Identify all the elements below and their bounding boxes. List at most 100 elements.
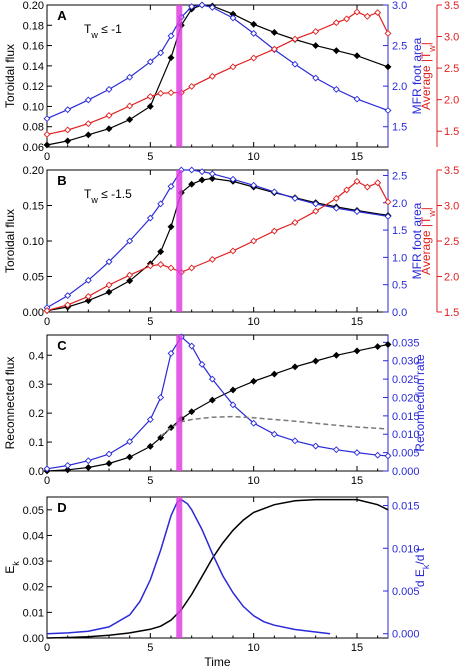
threshold-annotation-part: w	[90, 195, 98, 205]
data-point-red	[270, 227, 278, 235]
y-tick-label: 0.03	[23, 556, 44, 568]
data-point-red	[229, 63, 237, 71]
y-right-tick-label: 0.0	[392, 307, 407, 319]
y-right-tick-label: 0.010	[392, 543, 420, 555]
data-point-black	[250, 377, 258, 385]
panel-label: A	[57, 8, 67, 23]
data-point-red	[157, 260, 165, 268]
data-point-red	[374, 179, 382, 187]
data-point-red	[332, 194, 340, 202]
y-right-tick-label: 2.5	[392, 41, 407, 53]
x-tick-label: 10	[248, 151, 260, 163]
y-right-tick-label: 0.015	[392, 411, 420, 423]
y-tick-label: 0.02	[23, 582, 44, 594]
data-point-red	[374, 9, 382, 17]
data-point-red	[332, 19, 340, 27]
data-point-blue	[353, 449, 361, 457]
data-point-red	[188, 264, 196, 272]
data-point-blue	[312, 442, 320, 450]
y-right2-axis-label-part: Average |T	[419, 216, 433, 275]
data-point-black	[270, 28, 278, 36]
data-point-blue	[229, 175, 237, 183]
data-point-red	[312, 207, 320, 215]
data-point-red	[167, 89, 175, 97]
y-tick-label: 0.05	[23, 272, 44, 284]
threshold-annotation-part: w	[90, 30, 98, 40]
data-point-blue	[126, 237, 134, 245]
data-point-red	[250, 237, 258, 245]
data-point-blue	[198, 168, 206, 176]
data-point-red	[363, 183, 371, 191]
y-right2-tick-label: 2.5	[444, 63, 459, 75]
data-point-black	[353, 52, 361, 60]
data-point-black	[64, 466, 72, 474]
data-point-blue	[208, 375, 216, 383]
y-right2-tick-label: 2.0	[444, 272, 459, 284]
y-tick-label: 0.05	[23, 505, 44, 517]
y-tick-label: 0.4	[29, 350, 44, 362]
series-line-blue	[46, 498, 331, 635]
data-point-red	[146, 93, 154, 100]
data-point-black	[105, 288, 113, 296]
y-right-tick-label: 0.015	[392, 501, 420, 513]
data-point-red	[105, 281, 113, 289]
data-point-blue	[208, 170, 216, 178]
y-tick-label: 0.12	[23, 81, 44, 93]
data-point-blue	[188, 166, 196, 174]
y-tick-label: 0.1	[29, 437, 44, 449]
data-point-red	[353, 177, 361, 185]
panel-label: D	[57, 500, 66, 515]
series-line-black	[46, 177, 389, 312]
time-marker-band	[176, 5, 183, 147]
data-point-blue	[146, 58, 154, 66]
x-tick-label: 15	[351, 642, 363, 654]
data-point-red	[353, 8, 361, 16]
y-tick-label: 0.10	[23, 101, 44, 113]
data-point-blue	[250, 29, 258, 37]
data-point-red	[105, 112, 113, 119]
chart-panel-b: 0 5 10 15 0.00 0.05 0.10 0.15 0.20 0.0 0.5 1.0 1.5 2.…	[3, 165, 459, 328]
panel-label: C	[57, 338, 67, 353]
y-right-axis-label: MFR foot area	[410, 202, 424, 279]
chart-panel-c: 0 5 10 15 0.0 0.1 0.2 0.3 0.4 0.000 0.005 0.010 0.01…	[3, 333, 427, 487]
data-point-blue	[270, 430, 278, 438]
data-point-red	[43, 307, 51, 315]
data-point-blue	[353, 95, 361, 103]
data-point-black	[126, 116, 134, 124]
data-point-blue	[384, 452, 392, 460]
data-point-black	[208, 396, 216, 404]
y-right-axis-label: MFR foot area	[410, 37, 424, 114]
y-tick-label: 0.08	[23, 122, 44, 134]
y-right2-axis-label-part: w	[427, 210, 437, 218]
y-right-axis-label-part: k	[421, 564, 431, 569]
data-point-blue	[126, 73, 134, 81]
y-right2-tick-label: 3.5	[444, 165, 459, 177]
data-point-red	[43, 130, 51, 138]
data-point-black	[64, 137, 72, 145]
data-point-blue	[270, 188, 278, 196]
data-point-blue	[384, 212, 392, 220]
y-right2-tick-label: 3.0	[444, 32, 459, 44]
y-right-tick-label: 0.5	[392, 280, 407, 292]
x-tick-label: 0	[44, 151, 50, 163]
data-point-red	[384, 29, 392, 37]
y-axis-label: Ek	[3, 561, 21, 574]
y-tick-label: 0.0	[29, 466, 44, 478]
y-right-tick-label: 0.030	[392, 356, 420, 368]
data-point-black	[208, 175, 216, 182]
data-point-blue	[167, 32, 175, 40]
x-tick-label: 0	[44, 316, 50, 328]
data-point-black	[105, 125, 113, 133]
series-line-blue	[46, 4, 389, 120]
data-point-blue	[157, 394, 165, 401]
y-tick-label: 0.18	[23, 20, 44, 32]
y-right-tick-label: 2.0	[392, 81, 407, 93]
data-point-blue	[353, 208, 361, 215]
data-point-black	[84, 464, 92, 471]
y-right-axis-label-part: MFR foot area	[410, 202, 424, 279]
data-point-red	[208, 256, 216, 263]
y-right-tick-label: 1.5	[392, 225, 407, 237]
data-point-black	[126, 277, 134, 285]
data-point-blue	[332, 204, 340, 212]
data-point-blue	[43, 115, 51, 123]
